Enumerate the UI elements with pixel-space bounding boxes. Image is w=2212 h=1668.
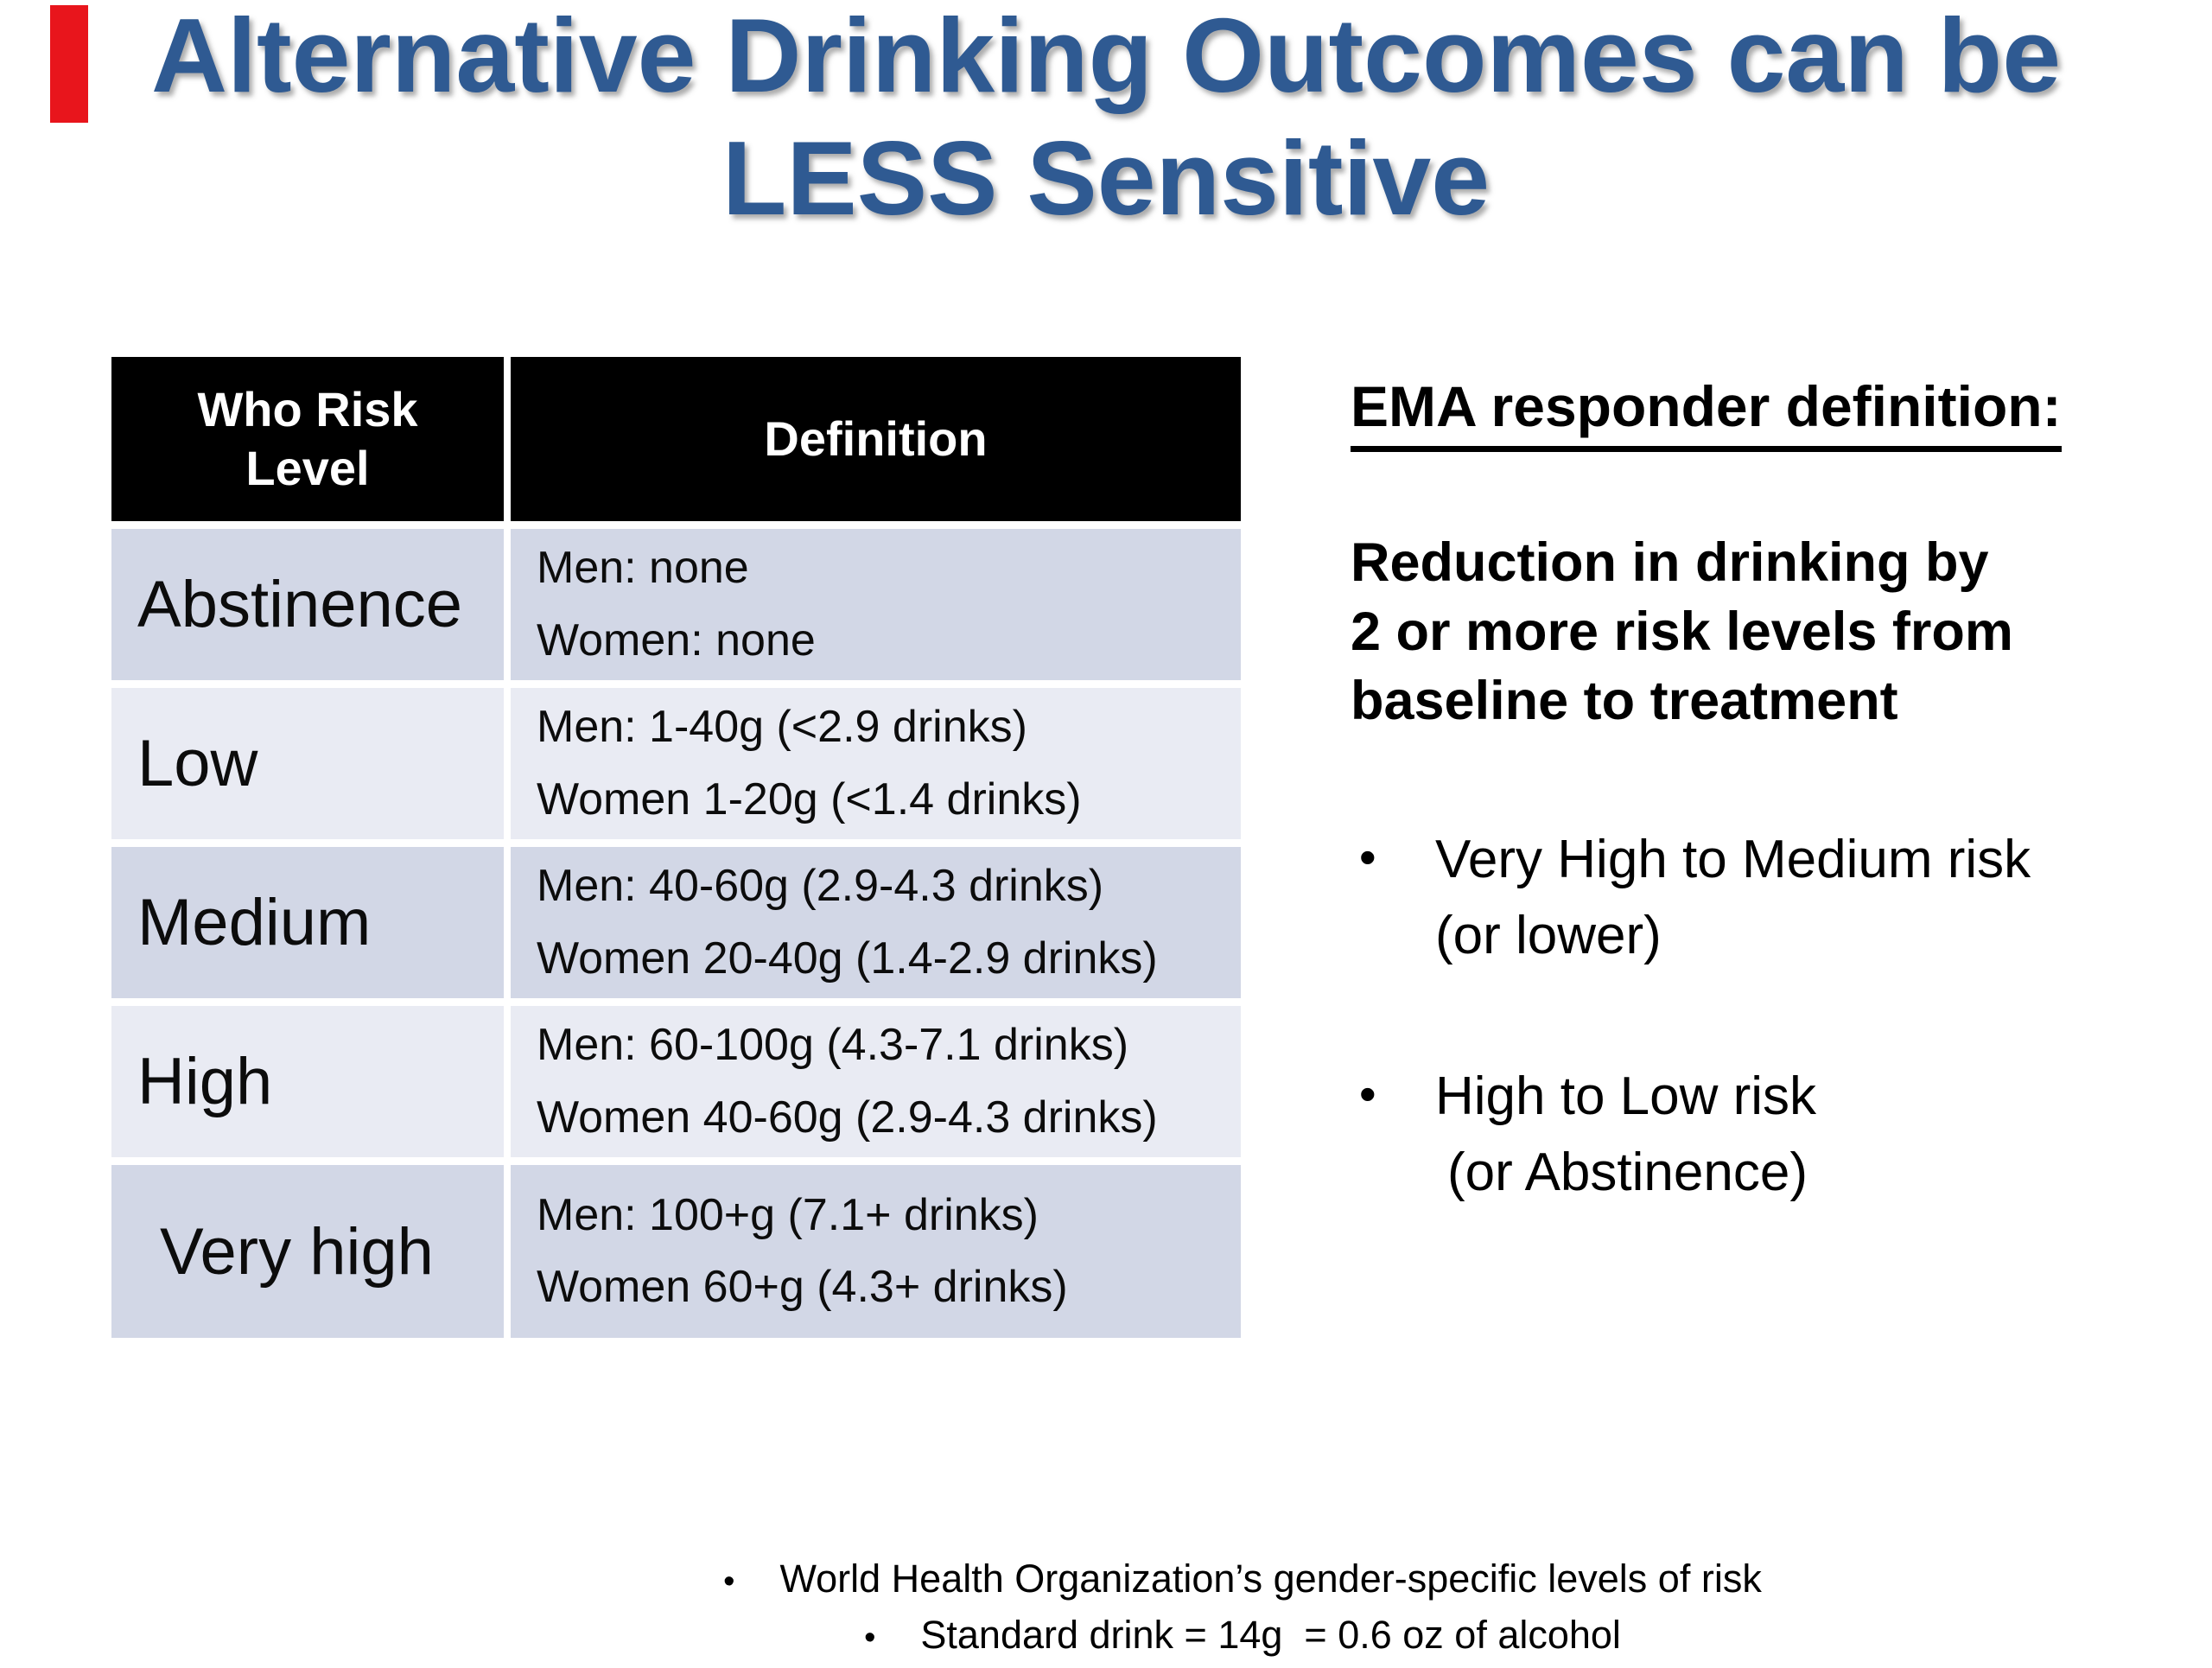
bullet-line-2: (or lower) <box>1435 906 1662 966</box>
footnote-text: Standard drink = 14g = 0.6 oz of alcohol <box>920 1612 1621 1657</box>
bullet-icon: • <box>723 1563 735 1600</box>
footnotes: • World Health Organization’s gender-spe… <box>465 1556 2020 1668</box>
bullet-line-2: (or Abstinence) <box>1447 1143 1808 1203</box>
paragraph-line: Reduction in drinking by <box>1351 532 1989 593</box>
table-row-very-high-definition: Men: 100+g (7.1+ drinks) Women 60+g (4.3… <box>511 1165 1241 1338</box>
table-row-low-level: Low <box>111 688 504 839</box>
footnote-text: World Health Organization’s gender-speci… <box>779 1557 1762 1601</box>
bullet-icon: • <box>1359 830 1376 884</box>
panel-heading: EMA responder definition: <box>1351 373 2062 452</box>
table-header-risk-level: Who Risk Level <box>111 357 504 521</box>
who-risk-table: Who Risk Level Definition Abstinence Men… <box>111 357 1241 1338</box>
bullet-high-to-low: • High to Low risk (or Abstinence) <box>1351 1059 2212 1211</box>
table-row-medium-level: Medium <box>111 847 504 998</box>
paragraph-line: baseline to treatment <box>1351 671 1898 731</box>
table-row-abstinence-definition: Men: none Women: none <box>511 529 1241 680</box>
slide-title: Alternative Drinking Outcomes can be LES… <box>0 0 2212 239</box>
title-line-1: Alternative Drinking Outcomes can be <box>150 0 2062 114</box>
definition-women: Women: none <box>537 614 816 665</box>
table-header-definition: Definition <box>511 357 1241 521</box>
paragraph-line: 2 or more risk levels from <box>1351 602 2013 662</box>
ema-definition-panel: EMA responder definition: Reduction in d… <box>1351 373 2212 1296</box>
bullet-icon: • <box>1359 1066 1376 1122</box>
definition-women: Women 1-20g (<1.4 drinks) <box>537 774 1082 824</box>
table-row-high-definition: Men: 60-100g (4.3-7.1 drinks) Women 40-6… <box>511 1006 1241 1157</box>
table-row-abstinence-level: Abstinence <box>111 529 504 680</box>
definition-men: Men: none <box>537 543 749 594</box>
table-row-high-level: High <box>111 1006 504 1157</box>
definition-men: Men: 60-100g (4.3-7.1 drinks) <box>537 1020 1129 1071</box>
table-row-very-high-level: Very high <box>111 1165 504 1338</box>
definition-men: Men: 1-40g (<2.9 drinks) <box>537 702 1027 753</box>
title-line-2: LESS Sensitive <box>721 118 1491 237</box>
definition-men: Men: 40-60g (2.9-4.3 drinks) <box>537 861 1104 912</box>
bullet-very-high-to-medium: • Very High to Medium risk (or lower) <box>1351 822 2212 974</box>
definition-men: Men: 100+g (7.1+ drinks) <box>537 1189 1039 1240</box>
footnote-who-levels: • World Health Organization’s gender-spe… <box>465 1556 2020 1603</box>
recording-marker <box>50 5 88 123</box>
bullet-line-1: High to Low risk <box>1435 1066 1817 1127</box>
table-row-low-definition: Men: 1-40g (<2.9 drinks) Women 1-20g (<1… <box>511 688 1241 839</box>
table-header-risk-level-label: Who Risk Level <box>197 381 418 495</box>
bullet-icon: • <box>864 1619 876 1656</box>
definition-women: Women 20-40g (1.4-2.9 drinks) <box>537 933 1158 984</box>
bullet-line-1: Very High to Medium risk <box>1435 830 2031 889</box>
panel-paragraph: Reduction in drinking by 2 or more risk … <box>1351 528 2212 735</box>
definition-women: Women 60+g (4.3+ drinks) <box>537 1262 1068 1312</box>
table-header-definition-label: Definition <box>764 411 988 466</box>
table-row-medium-definition: Men: 40-60g (2.9-4.3 drinks) Women 20-40… <box>511 847 1241 998</box>
definition-women: Women 40-60g (2.9-4.3 drinks) <box>537 1092 1158 1143</box>
footnote-standard-drink: • Standard drink = 14g = 0.6 oz of alcoh… <box>465 1612 2020 1659</box>
